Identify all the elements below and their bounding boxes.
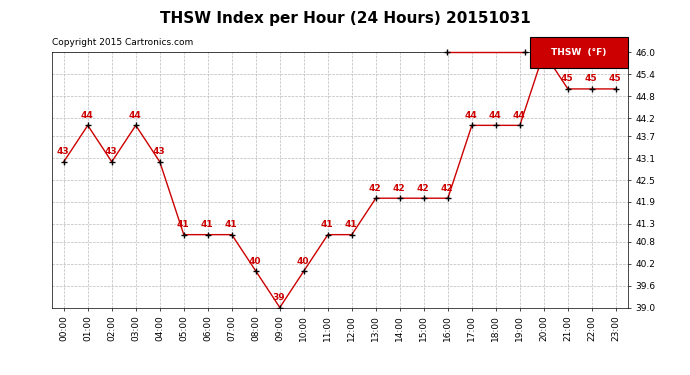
Text: 41: 41 (224, 220, 237, 229)
Text: 46: 46 (537, 38, 549, 47)
Text: THSW Index per Hour (24 Hours) 20151031: THSW Index per Hour (24 Hours) 20151031 (159, 11, 531, 26)
Text: THSW  (°F): THSW (°F) (551, 48, 607, 57)
Text: 45: 45 (584, 75, 598, 84)
Text: 44: 44 (128, 111, 141, 120)
Text: 42: 42 (417, 184, 429, 193)
Text: 43: 43 (57, 147, 69, 156)
Text: 43: 43 (105, 147, 117, 156)
Text: 40: 40 (297, 256, 309, 265)
Text: 41: 41 (201, 220, 213, 229)
Text: 41: 41 (321, 220, 333, 229)
Text: 45: 45 (609, 75, 621, 84)
Text: 41: 41 (177, 220, 189, 229)
Text: 44: 44 (489, 111, 502, 120)
Text: 42: 42 (393, 184, 405, 193)
Text: 44: 44 (513, 111, 525, 120)
Text: 40: 40 (248, 256, 261, 265)
Text: 41: 41 (344, 220, 357, 229)
Text: 42: 42 (441, 184, 453, 193)
Text: Copyright 2015 Cartronics.com: Copyright 2015 Cartronics.com (52, 38, 193, 47)
Text: 44: 44 (81, 111, 93, 120)
Text: 43: 43 (152, 147, 165, 156)
Text: 44: 44 (464, 111, 477, 120)
Text: 39: 39 (273, 293, 285, 302)
Text: 45: 45 (561, 75, 573, 84)
Text: 42: 42 (368, 184, 382, 193)
